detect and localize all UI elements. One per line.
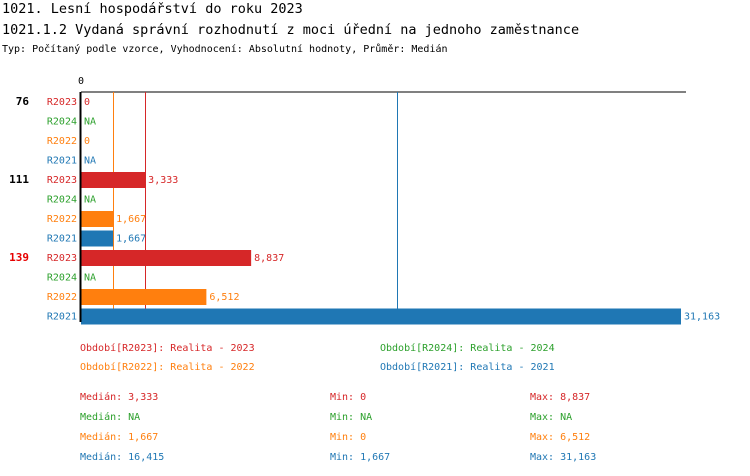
bar-value-label: 1,667 <box>116 234 146 245</box>
series-label: R2022 <box>47 214 77 225</box>
series-label: R2022 <box>47 136 77 147</box>
legend-r2021: Období[R2021]: Realita - 2021 <box>380 362 555 373</box>
series-label: R2023 <box>47 97 77 108</box>
bar-value-label: 1,667 <box>116 214 146 225</box>
stat-max-r2024: Max: NA <box>530 412 573 423</box>
stat-median-r2024: Medián: NA <box>80 412 141 423</box>
bar-value-label: NA <box>84 273 96 284</box>
bar-r2023 <box>81 250 252 266</box>
stat-median-r2023: Medián: 3,333 <box>80 392 159 403</box>
bar-value-label: 3,333 <box>148 175 178 186</box>
series-label: R2021 <box>47 312 77 323</box>
stat-min-r2023: Min: 0 <box>330 392 367 403</box>
bar-r2021 <box>81 308 681 325</box>
bar-r2021 <box>81 230 114 247</box>
bar-r2022 <box>81 211 114 227</box>
series-label: R2024 <box>47 273 77 284</box>
legend-r2024: Období[R2024]: Realita - 2024 <box>380 343 555 354</box>
stat-max-r2022: Max: 6,512 <box>530 432 591 443</box>
chart-title: 1021. Lesní hospodářství do roku 2023 <box>2 1 303 17</box>
series-label: R2022 <box>47 292 77 303</box>
bar-value-label: NA <box>84 195 96 206</box>
series-label: R2023 <box>47 175 77 186</box>
chart-type-line: Typ: Počítaný podle vzorce, Vyhodnocení:… <box>2 44 448 55</box>
stat-median-r2021: Medián: 16,415 <box>80 452 165 463</box>
series-label: R2024 <box>47 117 77 128</box>
group-label: 111 <box>9 173 29 186</box>
series-label: R2023 <box>47 253 77 264</box>
legend-r2023: Období[R2023]: Realita - 2023 <box>80 343 255 354</box>
stat-max-r2021: Max: 31,163 <box>530 452 597 463</box>
bar-value-label: 0 <box>84 136 90 147</box>
group-label: 139 <box>9 251 29 264</box>
stat-min-r2024: Min: NA <box>330 412 373 423</box>
bar-value-label: 8,837 <box>254 253 284 264</box>
bar-value-label: NA <box>84 117 96 128</box>
series-label: R2021 <box>47 234 77 245</box>
bar-value-label: 31,163 <box>684 312 720 323</box>
bar-r2023 <box>81 172 146 188</box>
bar-r2022 <box>81 289 207 305</box>
bar-value-label: NA <box>84 156 96 167</box>
bar-value-label: 0 <box>84 97 90 108</box>
series-label: R2021 <box>47 156 77 167</box>
chart-subtitle: 1021.1.2 Vydaná správní rozhodnutí z moc… <box>2 22 580 38</box>
series-label: R2024 <box>47 195 77 206</box>
stat-min-r2022: Min: 0 <box>330 432 367 443</box>
axis-zero-label: 0 <box>78 76 84 87</box>
bar-value-label: 6,512 <box>209 292 239 303</box>
legend-r2022: Období[R2022]: Realita - 2022 <box>80 362 255 373</box>
stat-max-r2023: Max: 8,837 <box>530 392 591 403</box>
stat-min-r2021: Min: 1,667 <box>330 452 391 463</box>
group-label: 76 <box>16 95 30 108</box>
stat-median-r2022: Medián: 1,667 <box>80 432 159 443</box>
